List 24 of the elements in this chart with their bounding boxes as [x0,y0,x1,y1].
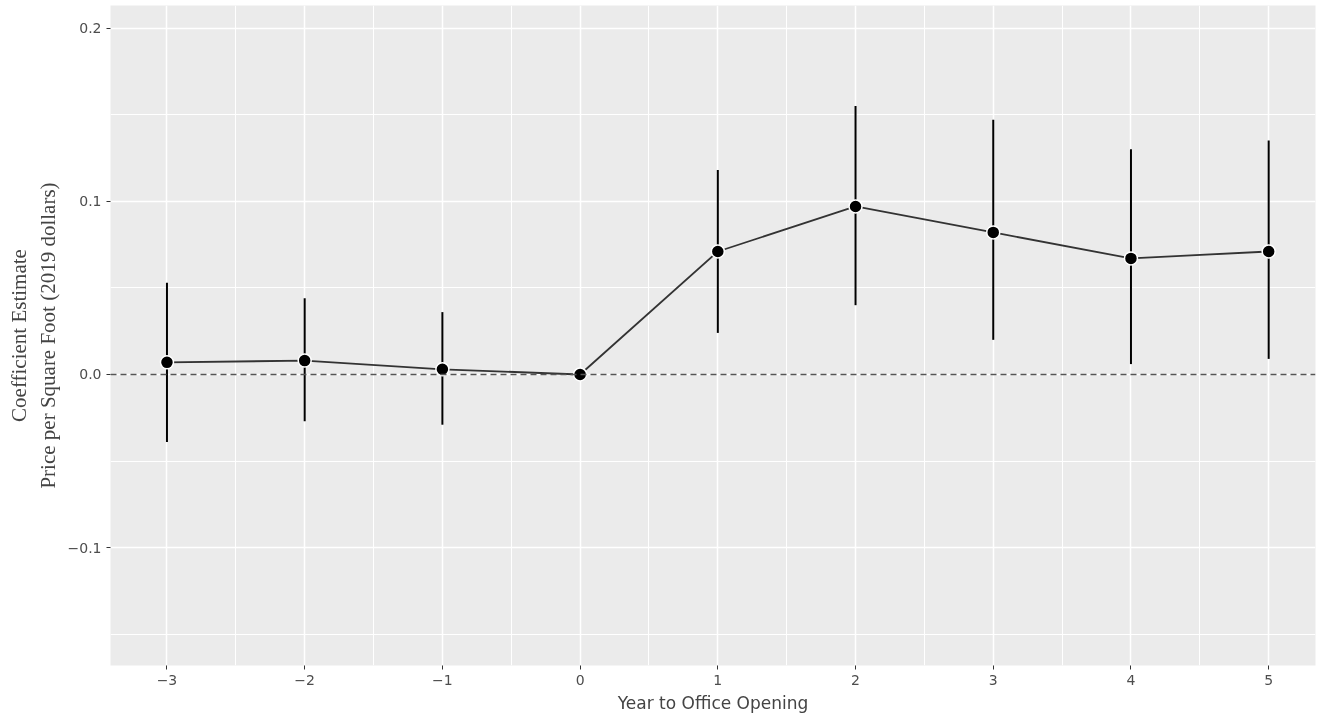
x-tick-label: 0 [575,671,585,688]
point [1261,244,1276,259]
x-tick-label: −3 [156,671,178,688]
x-tick-label: −1 [432,671,453,688]
point [1123,251,1139,266]
x-tick-label: 5 [1264,671,1274,688]
point [572,367,588,382]
point [710,244,726,259]
y-tick-label: 0.0 [79,366,102,383]
x-tick-label: 1 [713,671,723,688]
x-tick-label: 2 [851,671,860,688]
point [848,199,863,214]
x-tick-label: 3 [988,671,998,688]
point [435,362,450,377]
y-tick-label: −0.1 [67,539,102,556]
x-axis-title: Year to Office Opening [616,692,809,713]
x-tick-label: −2 [294,671,315,688]
point [297,353,312,368]
y-axis-title: Coefficient Estimate Price per Square Foot (2019 dollars) [6,182,60,489]
point [986,225,1001,240]
y-tick-label: 0.1 [79,193,102,210]
y-tick-label: 0.2 [79,20,102,37]
point [159,355,175,370]
x-tick-label: 4 [1126,671,1136,688]
